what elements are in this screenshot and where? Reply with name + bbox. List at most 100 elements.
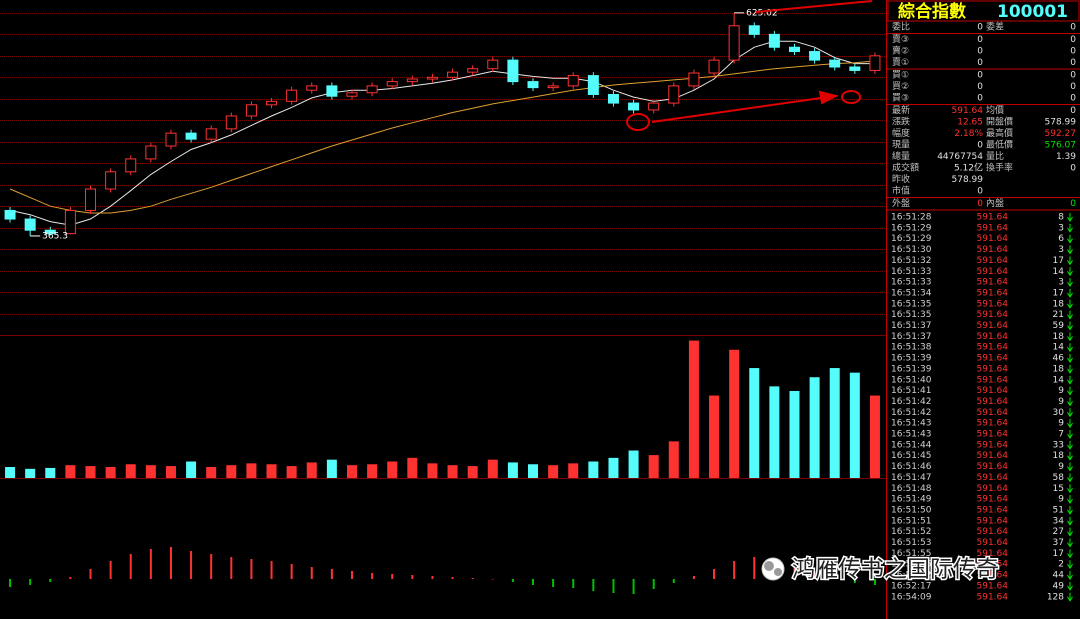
trade-volume: 33 — [1053, 440, 1064, 450]
trade-volume: 128 — [1047, 592, 1064, 602]
quote-label: 均價 — [986, 104, 1004, 116]
candle-body — [205, 128, 217, 140]
candle-body — [708, 59, 720, 74]
trade-price: 591.64 — [977, 386, 1009, 396]
quote-value: 0 — [977, 82, 983, 92]
trade-arrow — [1067, 299, 1073, 309]
trade-arrow — [1067, 310, 1073, 320]
macd-bar — [411, 575, 414, 579]
trade-time: 16:51:42 — [891, 408, 931, 418]
candle-body — [306, 85, 318, 91]
candle-body — [748, 25, 760, 35]
index-name: 綜合指數 — [898, 1, 966, 22]
trade-volume: 15 — [1053, 484, 1064, 494]
trade-arrow — [1067, 560, 1073, 570]
macd-bar — [109, 561, 112, 579]
arrow-head — [818, 90, 839, 105]
trade-volume: 37 — [1053, 538, 1064, 548]
volume-bar — [688, 340, 699, 478]
trade-arrow — [1067, 462, 1073, 472]
trade-time: 16:51:33 — [891, 267, 931, 277]
volume-bar — [367, 464, 378, 478]
trade-arrow — [1067, 430, 1073, 439]
trade-price: 591.64 — [977, 538, 1009, 548]
trade-price: 591.64 — [977, 419, 1009, 429]
quote-value: 2.18% — [954, 129, 983, 139]
trade-arrow — [1067, 354, 1073, 363]
quote-label: 買① — [892, 70, 909, 81]
arrow-line — [651, 96, 829, 123]
candle-body — [4, 209, 16, 220]
quote-value: 0 — [977, 94, 983, 104]
macd-bar — [733, 561, 736, 579]
macd-bar — [451, 577, 454, 579]
trade-arrow — [1067, 234, 1073, 244]
trade-arrow — [1067, 549, 1073, 559]
trade-time: 16:52:12 — [891, 571, 931, 581]
trade-volume: 3 — [1058, 223, 1064, 233]
candle-body — [366, 85, 378, 94]
quote-label: 賣② — [892, 45, 909, 57]
quote-value: 44767754 — [937, 152, 983, 162]
quote-value: 578.99 — [952, 175, 984, 185]
macd-bar — [572, 579, 575, 588]
candle-body — [587, 75, 599, 95]
volume-bar — [789, 390, 800, 478]
trade-volume: 21 — [1053, 310, 1064, 320]
trade-time: 16:51:35 — [891, 310, 931, 320]
quote-value: 1.39 — [1056, 152, 1076, 162]
trade-arrow — [1067, 451, 1073, 461]
circle-mark — [841, 90, 861, 104]
trade-volume: 59 — [1053, 321, 1065, 331]
volume-bar — [749, 368, 760, 478]
volume-bar — [588, 461, 599, 478]
volume-bar — [85, 466, 96, 478]
trade-price: 591.64 — [977, 440, 1009, 450]
trade-price: 591.64 — [977, 560, 1009, 570]
candle-body — [346, 92, 358, 97]
watermark-icon — [764, 561, 774, 571]
quote-label: 委比 — [892, 21, 910, 33]
trade-price: 591.64 — [977, 343, 1009, 353]
macd-bar — [129, 554, 132, 579]
candle-body — [809, 51, 821, 61]
trade-price: 591.64 — [977, 516, 1009, 526]
candle-body — [24, 218, 36, 231]
candle-body — [64, 209, 76, 235]
watermark-text: 鸿雁传书之国际传奇 — [792, 557, 999, 583]
trade-arrow — [1067, 408, 1073, 418]
trade-price: 591.64 — [977, 321, 1009, 331]
candle-body — [507, 59, 519, 83]
candle-body — [567, 75, 579, 87]
trade-volume: 7 — [1058, 430, 1064, 440]
trade-arrow — [1067, 592, 1073, 602]
trade-time: 16:51:52 — [891, 527, 931, 537]
trade-time: 16:51:37 — [891, 321, 931, 331]
quote-value: 0 — [1070, 58, 1076, 68]
trade-arrow — [1067, 516, 1073, 526]
candle-body — [125, 158, 137, 173]
macd-bar — [310, 567, 313, 579]
volume-bar — [226, 465, 237, 478]
macd-bar — [89, 569, 92, 579]
trade-price: 591.64 — [977, 245, 1009, 255]
candle-body — [286, 89, 298, 102]
trade-time: 16:51:41 — [891, 386, 931, 396]
quote-label: 現量 — [892, 140, 910, 151]
trade-arrow — [1067, 581, 1073, 591]
volume-bar — [45, 467, 56, 478]
trade-arrow — [1067, 571, 1073, 580]
trade-time: 16:51:44 — [891, 440, 932, 450]
quote-value: 0 — [1070, 71, 1076, 81]
trade-volume: 46 — [1053, 354, 1065, 364]
chart-area: 625.02 365.3 — [0, 8, 885, 594]
volume-bar — [165, 466, 176, 478]
volume-bar — [65, 465, 76, 478]
macd-bar — [672, 579, 675, 583]
volume-bar — [628, 450, 639, 478]
trade-time: 16:51:39 — [891, 364, 932, 374]
trade-arrow — [1067, 245, 1073, 255]
index-code: 100001 — [997, 2, 1068, 22]
